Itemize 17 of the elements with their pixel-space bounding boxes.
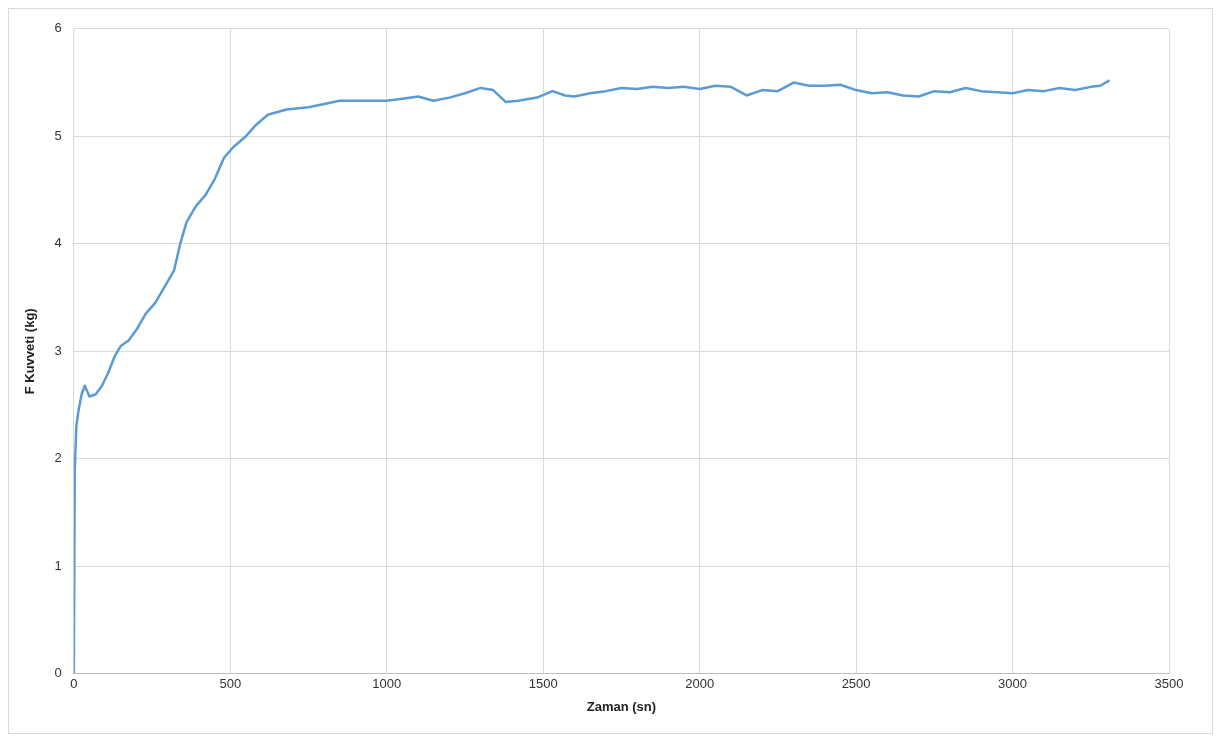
x-tick-label: 3000 — [998, 676, 1028, 692]
x-tick-label: 0 — [70, 676, 78, 692]
y-tick-label: 2 — [54, 450, 62, 466]
y-tick-label: 3 — [54, 342, 62, 358]
x-tick-label: 500 — [219, 676, 242, 692]
x-tick-label: 1000 — [372, 676, 402, 692]
x-tick-label: 2000 — [685, 676, 715, 692]
y-tick-label: 6 — [54, 20, 62, 36]
x-tick-label: 2500 — [841, 676, 871, 692]
y-tick-label: 4 — [54, 235, 62, 251]
y-tick-label: 1 — [54, 557, 62, 573]
y-tick-label: 0 — [54, 665, 62, 681]
y-axis-title: F Kuvveti (kg) — [22, 308, 38, 395]
x-tick-label: 3500 — [1154, 676, 1184, 692]
x-tick-label: 1500 — [528, 676, 558, 692]
y-tick-label: 5 — [54, 127, 62, 143]
x-axis-title: Zaman (sn) — [586, 698, 657, 714]
